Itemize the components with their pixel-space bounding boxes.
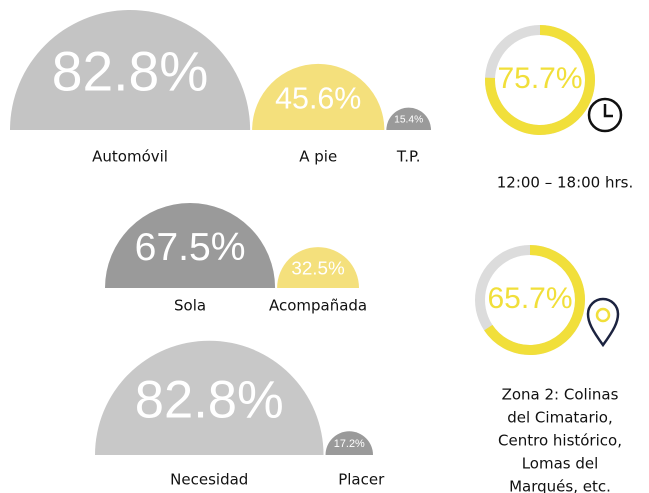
ring-value: 75.7% bbox=[497, 62, 582, 95]
category-label: Acompañada bbox=[269, 297, 367, 315]
semicircle bbox=[95, 340, 324, 455]
value-label: 15.4% bbox=[394, 115, 423, 126]
ring-arc bbox=[485, 25, 595, 135]
semicircle bbox=[10, 9, 251, 130]
semicircle bbox=[105, 202, 276, 288]
value-label: 45.6% bbox=[275, 81, 361, 115]
category-label: T.P. bbox=[396, 148, 421, 166]
ring-caption: Marqués, etc. bbox=[509, 478, 611, 493]
semicircle bbox=[386, 107, 432, 130]
category-label: Placer bbox=[338, 471, 385, 489]
semicircle bbox=[252, 63, 385, 130]
ring-caption: Centro histórico, bbox=[498, 432, 622, 450]
value-label: 32.5% bbox=[291, 258, 345, 279]
value-label: 17.2% bbox=[334, 438, 365, 450]
category-label: Sola bbox=[174, 297, 206, 315]
ring-caption: Zona 2: Colinas bbox=[502, 386, 619, 404]
clock-icon bbox=[587, 97, 623, 133]
ring-caption: 12:00 – 18:00 hrs. bbox=[497, 174, 634, 192]
ring-caption: del Cimatario, bbox=[507, 409, 612, 427]
category-label: Automóvil bbox=[92, 148, 168, 166]
ring-value: 65.7% bbox=[487, 282, 572, 315]
ring-arc bbox=[484, 245, 585, 355]
ring-caption: Lomas del bbox=[522, 455, 599, 473]
value-label: 67.5% bbox=[135, 226, 246, 269]
category-label: A pie bbox=[299, 148, 337, 166]
category-label: Necesidad bbox=[170, 471, 248, 489]
semicircle bbox=[325, 431, 373, 455]
pin-icon bbox=[586, 297, 620, 348]
value-label: 82.8% bbox=[52, 41, 209, 103]
value-label: 82.8% bbox=[135, 370, 284, 429]
semicircle bbox=[277, 247, 359, 288]
